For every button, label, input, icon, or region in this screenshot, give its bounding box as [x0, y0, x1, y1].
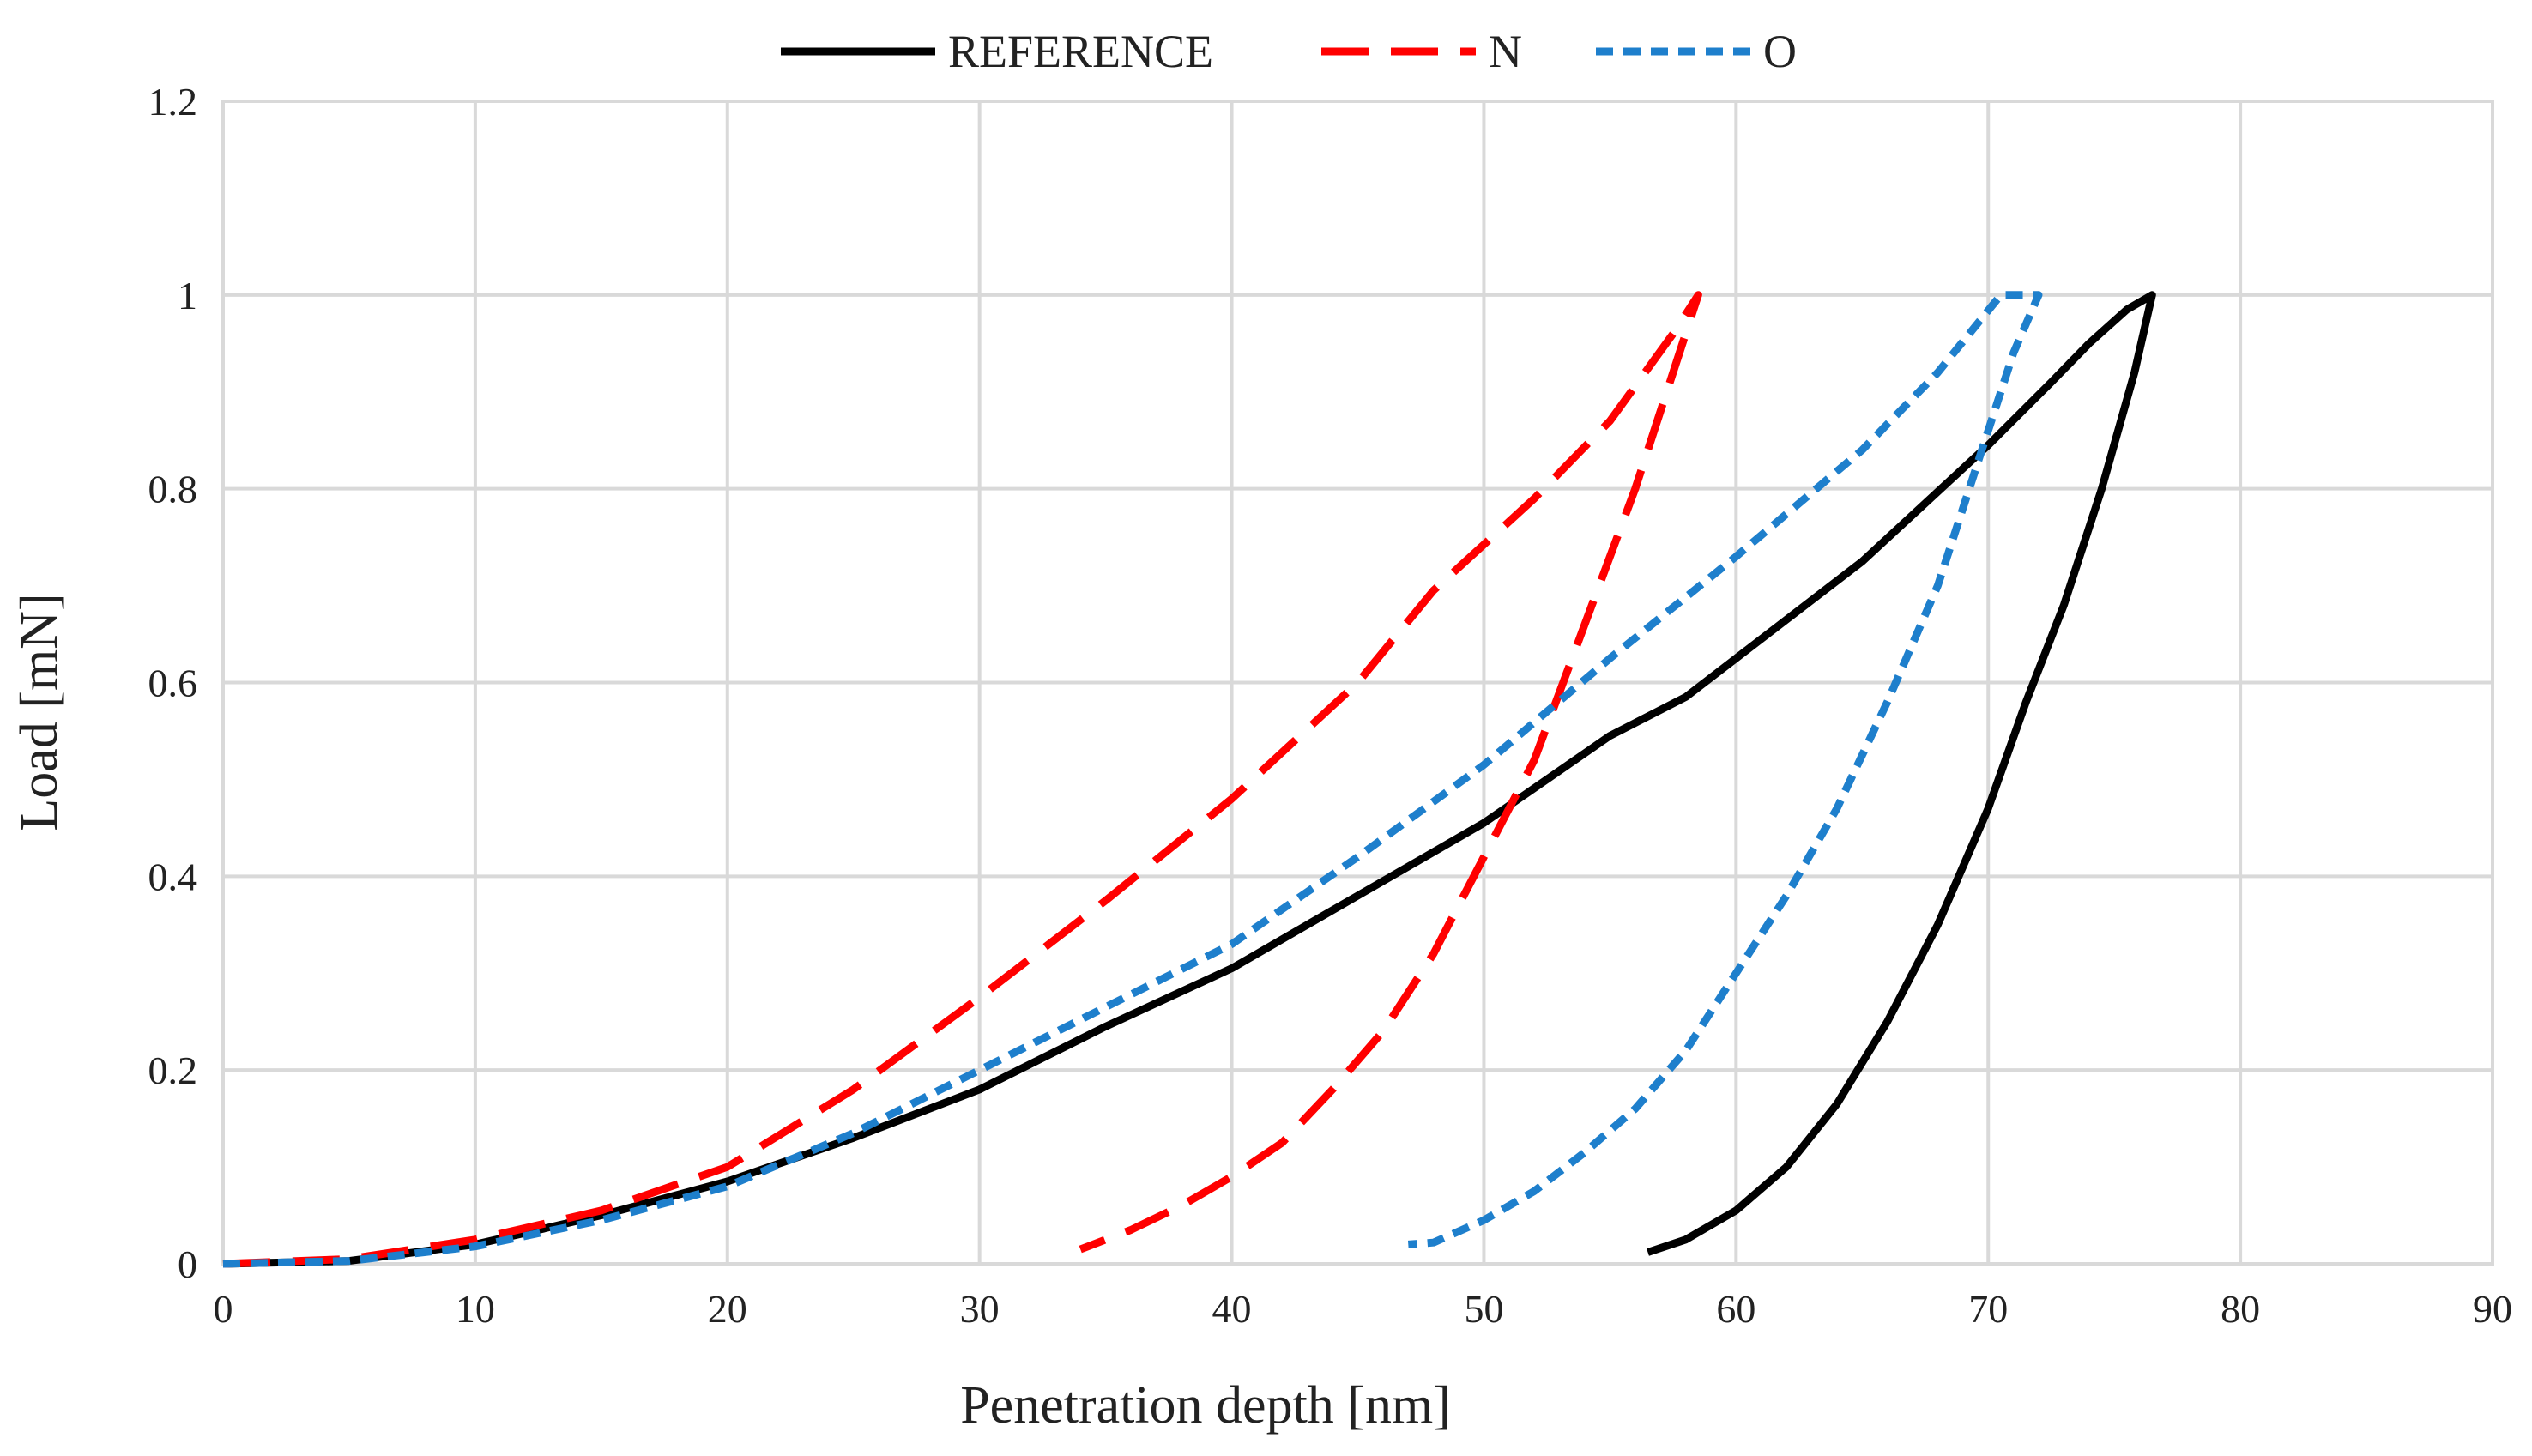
legend: REFERENCE N O — [781, 26, 1797, 77]
x-axis-title: Penetration depth [nm] — [960, 1376, 1451, 1435]
y-tick-label: 0.8 — [148, 468, 198, 511]
series-line-reference — [222, 291, 2156, 1268]
x-tick-label: 20 — [708, 1287, 747, 1331]
y-tick-label: 1 — [178, 274, 197, 317]
grid — [221, 100, 2494, 1266]
x-tick-label: 70 — [1968, 1287, 2008, 1331]
legend-label-reference: REFERENCE — [948, 26, 1213, 77]
x-tick-label: 60 — [1716, 1287, 1755, 1331]
x-tick-label: 0 — [214, 1287, 233, 1331]
legend-label-n: N — [1489, 26, 1522, 77]
y-tick-label: 0.2 — [148, 1048, 198, 1092]
y-axis-title: Load [mN] — [10, 593, 69, 831]
y-tick-label: 0.6 — [148, 662, 198, 705]
x-tick-label: 40 — [1212, 1287, 1252, 1331]
x-tick-label: 90 — [2473, 1287, 2512, 1331]
series-lines — [222, 291, 2156, 1268]
series-line-n — [222, 291, 1702, 1268]
series-line-o — [222, 291, 2043, 1268]
x-tick-label: 30 — [960, 1287, 1000, 1331]
axes: 0 0.2 0.4 0.6 0.8 1 1.2 0 10 20 30 40 50 60 70 80 90 — [148, 80, 2513, 1331]
plot-area — [221, 100, 2494, 1266]
x-tick-label: 50 — [1464, 1287, 1503, 1331]
x-tick-label: 80 — [2221, 1287, 2260, 1331]
legend-label-o: O — [1763, 26, 1797, 77]
y-tick-label: 0 — [178, 1242, 197, 1286]
x-tick-label: 10 — [456, 1287, 495, 1331]
y-tick-label: 0.4 — [148, 855, 198, 898]
y-tick-label: 1.2 — [148, 80, 198, 124]
